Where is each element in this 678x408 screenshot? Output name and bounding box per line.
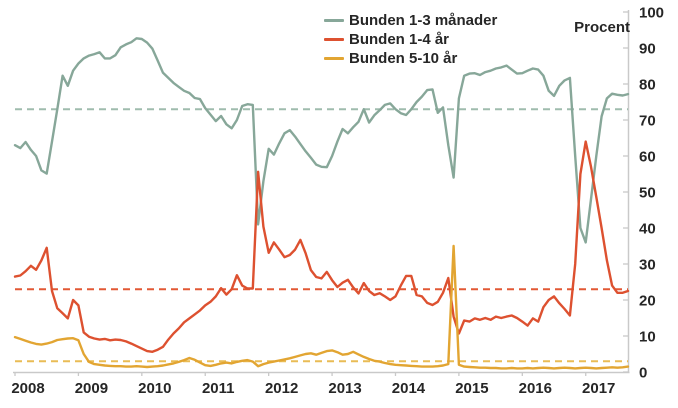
legend-line-swatch (324, 38, 344, 41)
series-line (13, 244, 630, 370)
x-tick-label: 2009 (75, 380, 108, 397)
legend-label: Bunden 5-10 år (349, 50, 458, 67)
x-tick-label: 2012 (265, 380, 298, 397)
x-tick-label: 2014 (392, 380, 426, 397)
legend-line-swatch (324, 19, 344, 22)
series-line (13, 140, 630, 353)
x-tick-label: 2013 (328, 380, 361, 397)
y-tick-label: 30 (639, 257, 656, 274)
y-tick-label: 70 (639, 113, 656, 130)
y-tick-label: 100 (639, 5, 664, 22)
legend-line-swatch (324, 57, 344, 60)
y-tick-label: 50 (639, 185, 656, 202)
x-tick-label: 2011 (202, 380, 235, 397)
y-tick-label: 10 (639, 329, 656, 346)
y-tick-label: 0 (639, 365, 647, 382)
legend-item: Bunden 1-4 år (324, 32, 497, 47)
legend-label: Bunden 1-3 månader (349, 12, 498, 29)
y-axis-unit-label: Procent (574, 19, 630, 36)
y-tick-label: 90 (639, 41, 656, 58)
x-tick-label: 2016 (519, 380, 552, 397)
y-tick-label: 80 (639, 77, 656, 94)
x-tick-label: 2010 (138, 380, 171, 397)
legend: Bunden 1-3 månader Bunden 1-4 år Bunden … (324, 13, 497, 66)
x-tick-label: 2015 (455, 380, 488, 397)
legend-item: Bunden 1-3 månader (324, 13, 497, 28)
x-tick-label: 2017 (582, 380, 615, 397)
y-tick-label: 40 (639, 221, 656, 238)
series-line (13, 37, 630, 244)
y-tick-label: 60 (639, 149, 656, 166)
y-tick-label: 20 (639, 293, 656, 310)
legend-item: Bunden 5-10 år (324, 51, 497, 66)
legend-label: Bunden 1-4 år (349, 31, 450, 48)
x-tick-label: 2008 (11, 380, 44, 397)
